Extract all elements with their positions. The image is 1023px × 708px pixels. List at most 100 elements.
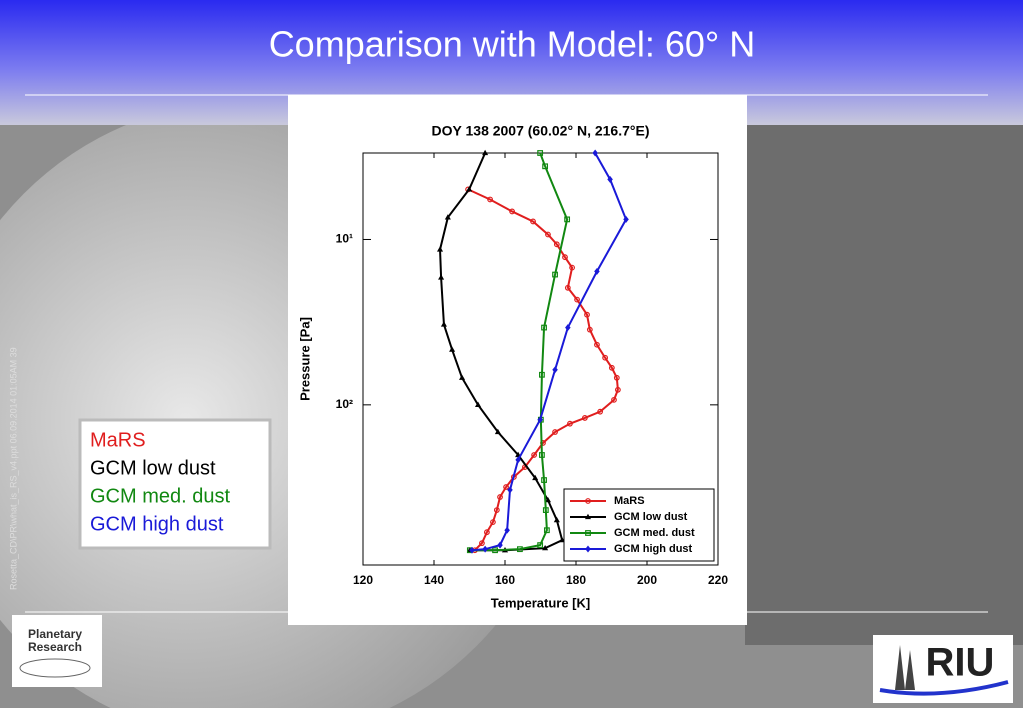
legend-marker xyxy=(585,530,591,536)
data-point xyxy=(594,341,600,348)
data-point xyxy=(613,374,620,381)
data-point xyxy=(542,544,549,551)
data-point xyxy=(586,326,593,333)
chart-title: DOY 138 2007 (60.02° N, 216.7°E) xyxy=(432,123,650,139)
x-tick-label: 220 xyxy=(708,573,728,587)
data-point xyxy=(459,374,466,380)
data-point xyxy=(517,546,523,553)
data-point xyxy=(597,408,604,415)
data-point xyxy=(553,516,560,523)
data-point xyxy=(552,271,558,278)
data-point xyxy=(542,507,549,513)
side-legend-label: MaRS xyxy=(90,429,146,451)
data-point xyxy=(493,507,500,513)
y-tick-label: 10² xyxy=(336,397,353,411)
data-point xyxy=(574,296,580,303)
data-point xyxy=(539,371,545,378)
data-point xyxy=(539,452,545,458)
data-point xyxy=(607,175,613,183)
x-tick-label: 200 xyxy=(637,573,657,587)
data-point xyxy=(482,545,488,553)
data-point xyxy=(504,526,510,534)
side-legend-entries: MaRS GCM low dust GCM med. dust GCM high du… xyxy=(90,429,230,535)
data-point xyxy=(503,484,509,490)
data-point xyxy=(543,527,550,534)
logo-left-text: Research xyxy=(28,640,82,654)
legend-label: GCM med. dust xyxy=(614,527,695,539)
y-tick-label: 10¹ xyxy=(336,232,353,246)
data-point xyxy=(541,324,547,331)
x-tick-label: 180 xyxy=(566,573,586,587)
data-point xyxy=(565,324,571,332)
data-point xyxy=(537,542,544,549)
data-point xyxy=(564,284,571,291)
data-point xyxy=(437,246,444,252)
data-point xyxy=(552,366,558,374)
data-point xyxy=(438,274,445,280)
data-point xyxy=(479,540,485,547)
data-point xyxy=(515,456,521,464)
logo-left-orbit xyxy=(19,658,91,678)
data-point xyxy=(537,416,543,424)
series-line xyxy=(467,188,619,551)
legend-marker xyxy=(585,545,591,553)
data-point xyxy=(602,354,609,361)
data-point xyxy=(552,429,558,435)
side-legend-label: GCM med. dust xyxy=(90,485,230,507)
spacecraft-image xyxy=(745,125,1023,645)
data-point xyxy=(584,311,590,318)
data-point xyxy=(469,546,475,554)
y-axis-label: Pressure [Pa] xyxy=(297,317,312,401)
data-point xyxy=(614,386,621,393)
data-point xyxy=(542,163,549,170)
data-point xyxy=(444,214,451,220)
footer-note: Rosetta_CD\PR\what_is_RS_v4.ppt 06.09.20… xyxy=(8,347,18,590)
legend-label: GCM high dust xyxy=(614,543,693,555)
data-point xyxy=(559,536,566,543)
data-point xyxy=(567,420,573,427)
data-point xyxy=(494,428,501,435)
data-point xyxy=(537,150,544,156)
data-point xyxy=(594,267,600,275)
data-point xyxy=(592,149,598,157)
side-legend xyxy=(78,418,272,550)
data-point xyxy=(532,474,539,481)
data-point xyxy=(562,254,568,261)
side-legend-label: GCM low dust xyxy=(90,457,216,479)
chart: DOY 138 2007 (60.02° N, 216.7°E) Temperat… xyxy=(297,123,728,611)
data-point xyxy=(497,494,503,500)
x-tick-label: 140 xyxy=(424,573,444,587)
logo-right-towers xyxy=(895,645,915,690)
data-point xyxy=(482,149,489,156)
data-point xyxy=(553,241,560,248)
data-point xyxy=(449,346,456,352)
x-axis-label: Temperature [K] xyxy=(491,595,590,610)
data-point xyxy=(530,218,536,225)
data-point xyxy=(497,541,503,549)
data-point xyxy=(474,401,482,407)
legend-marker xyxy=(584,513,592,520)
data-point xyxy=(466,186,473,192)
data-point xyxy=(581,415,588,421)
data-point xyxy=(509,208,515,215)
logo-right-wave xyxy=(879,680,1009,696)
data-point xyxy=(507,486,513,494)
side-legend-label: GCM high dust xyxy=(90,513,224,535)
x-tick-label: 120 xyxy=(353,573,373,587)
x-tick-label: 160 xyxy=(495,573,515,587)
data-point xyxy=(483,529,490,536)
logo-left xyxy=(12,615,102,687)
data-point xyxy=(623,215,629,223)
data-point xyxy=(440,321,447,327)
data-point xyxy=(492,547,498,554)
data-point xyxy=(490,519,496,526)
legend-label: GCM low dust xyxy=(614,511,688,523)
data-point xyxy=(487,196,493,203)
series-line xyxy=(439,152,564,552)
data-point xyxy=(545,231,551,238)
logo-left-text: Planetary xyxy=(28,627,82,641)
data-point xyxy=(564,216,571,223)
series-line xyxy=(469,152,569,552)
data-point xyxy=(531,452,538,458)
